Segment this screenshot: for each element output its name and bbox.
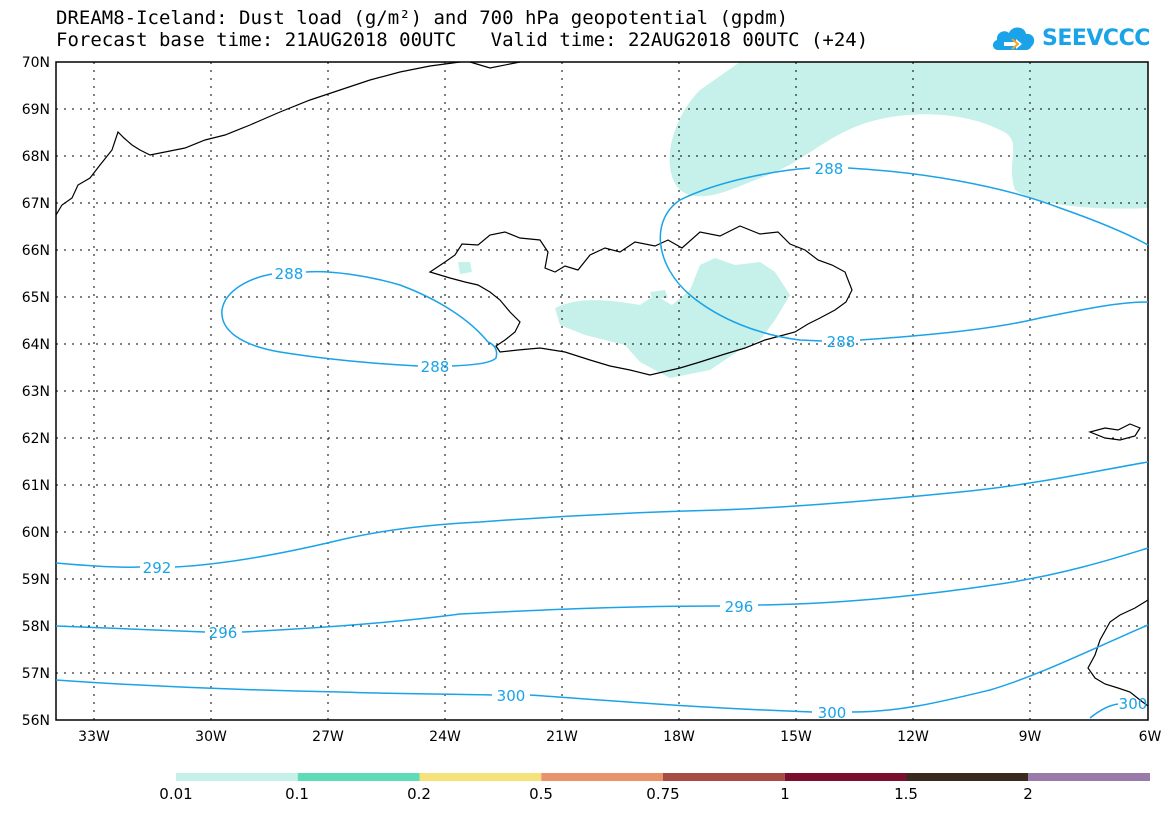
legend-swatch <box>1028 773 1150 781</box>
legend-swatch <box>906 773 1029 781</box>
iceland-coast <box>428 225 853 376</box>
legend-label: 0.5 <box>529 785 553 803</box>
legend-label: 2 <box>1023 785 1033 803</box>
contour-label: 288 <box>815 160 844 178</box>
contour-label: 300 <box>1119 695 1148 713</box>
latitude-labels: 70N 69N 68N 67N 66N 65N 64N 63N 62N 61N … <box>22 55 50 729</box>
contour-300 <box>55 624 1149 713</box>
lon-label: 18W <box>663 729 695 745</box>
lat-label: 65N <box>22 290 50 306</box>
lon-label: 12W <box>897 729 929 745</box>
longitude-labels: 33W 30W 27W 24W 21W 18W 15W 12W 9W 6W <box>78 729 1161 745</box>
contour-labels: 288 288 288 288 292 296 296 300 300 300 <box>143 160 1148 722</box>
chart-title: DREAM8-Iceland: Dust load (g/m²) and 700… <box>56 7 789 29</box>
legend-swatch <box>176 773 298 781</box>
cloud-logo-icon <box>992 27 1035 50</box>
lat-label: 59N <box>22 572 50 588</box>
lat-label: 69N <box>22 102 50 118</box>
legend-label: 1.5 <box>894 785 918 803</box>
legend-swatch <box>784 773 907 781</box>
legend-swatch <box>541 773 663 781</box>
lon-label: 15W <box>780 729 812 745</box>
forecast-times: Forecast base time: 21AUG2018 00UTC Vali… <box>56 29 869 51</box>
contour-288-west <box>221 270 498 367</box>
legend-label: 1 <box>780 785 790 803</box>
graticule <box>56 62 1148 720</box>
contour-label: 296 <box>725 598 754 616</box>
lon-label: 24W <box>429 729 461 745</box>
legend-swatch <box>419 773 542 781</box>
lat-label: 58N <box>22 619 50 635</box>
lat-label: 68N <box>22 149 50 165</box>
contour-292 <box>55 461 1149 569</box>
legend-labels: 0.01 0.1 0.2 0.5 0.75 1 1.5 2 <box>159 785 1032 803</box>
legend-label: 0.75 <box>646 785 679 803</box>
contour-label: 300 <box>497 687 526 705</box>
seevccc-logo: SEEVCCC <box>990 20 1150 60</box>
legend-swatch <box>297 773 420 781</box>
lat-label: 66N <box>22 243 50 259</box>
coastlines <box>55 61 1149 707</box>
legend-label: 0.1 <box>285 785 309 803</box>
legend-label: 0.01 <box>159 785 192 803</box>
contour-label: 288 <box>275 265 304 283</box>
lat-label: 67N <box>22 196 50 212</box>
contour-label: 296 <box>209 624 238 642</box>
geopotential-contours <box>55 167 1149 719</box>
lat-label: 62N <box>22 431 50 447</box>
greenland-coast <box>55 61 521 216</box>
contour-288-east <box>659 167 1149 342</box>
lat-label: 57N <box>22 666 50 682</box>
lat-label: 60N <box>22 525 50 541</box>
scotland-coast <box>1087 599 1149 707</box>
legend-colorbar <box>176 773 1150 781</box>
logo-text: SEEVCCC <box>1042 26 1150 51</box>
lat-label: 64N <box>22 337 50 353</box>
lon-label: 30W <box>195 729 227 745</box>
legend-label: 0.2 <box>407 785 431 803</box>
lon-label: 27W <box>312 729 344 745</box>
contour-296 <box>55 547 1149 633</box>
lat-label: 56N <box>22 713 50 729</box>
legend-swatch <box>663 773 785 781</box>
contour-label: 300 <box>818 704 847 722</box>
lon-label: 21W <box>546 729 578 745</box>
lon-label: 6W <box>1139 729 1162 745</box>
faroe-coast <box>1088 423 1141 441</box>
lat-label: 70N <box>22 55 50 71</box>
lon-label: 9W <box>1019 729 1042 745</box>
dust-load-fill <box>458 62 1148 378</box>
contour-304 <box>1089 703 1119 719</box>
contour-label: 288 <box>421 358 450 376</box>
lon-label: 33W <box>78 729 110 745</box>
lat-label: 61N <box>22 478 50 494</box>
lat-label: 63N <box>22 384 50 400</box>
contour-label: 288 <box>827 333 856 351</box>
contour-label: 292 <box>143 559 172 577</box>
